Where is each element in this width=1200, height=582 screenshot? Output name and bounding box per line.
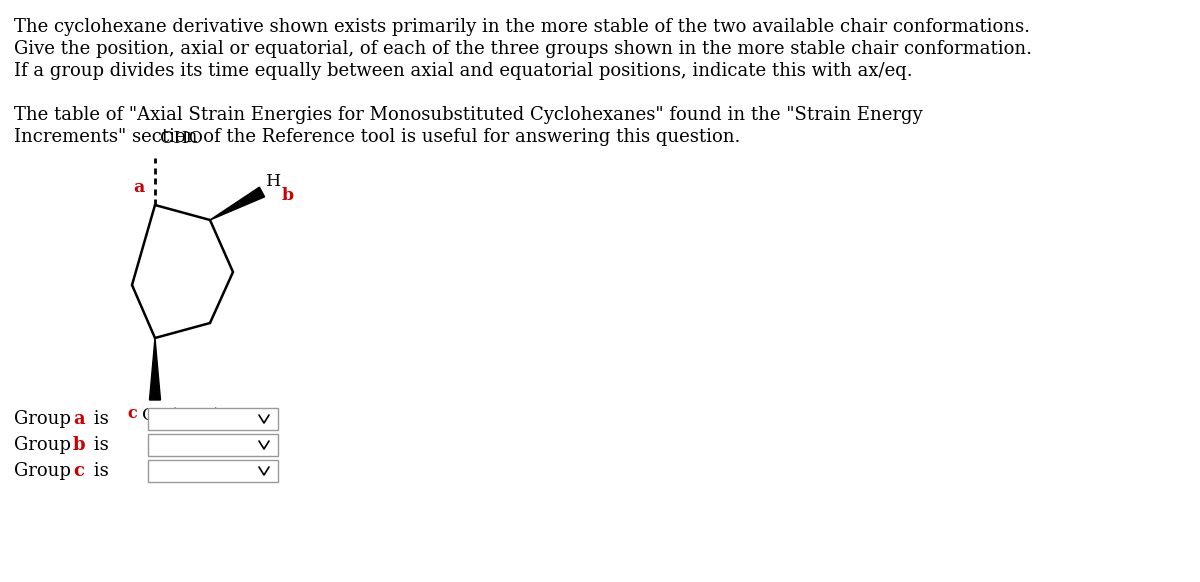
Text: c: c xyxy=(127,405,137,422)
Text: If a group divides its time equally between axial and equatorial positions, indi: If a group divides its time equally betw… xyxy=(14,62,913,80)
Text: CHO: CHO xyxy=(160,130,203,147)
Text: is: is xyxy=(88,436,109,454)
Text: The table of "Axial Strain Energies for Monosubstituted Cyclohexanes" found in t: The table of "Axial Strain Energies for … xyxy=(14,106,923,124)
Text: The cyclohexane derivative shown exists primarily in the more stable of the two : The cyclohexane derivative shown exists … xyxy=(14,18,1030,36)
Text: Group: Group xyxy=(14,462,77,480)
Bar xyxy=(148,434,278,456)
Text: Group: Group xyxy=(14,436,77,454)
Text: a: a xyxy=(73,410,85,428)
Text: b: b xyxy=(73,436,85,454)
Polygon shape xyxy=(150,338,161,400)
Bar xyxy=(148,408,278,430)
Text: c: c xyxy=(73,462,84,480)
Polygon shape xyxy=(210,187,265,220)
Text: is: is xyxy=(88,410,109,428)
Text: Give the position, axial or equatorial, of each of the three groups shown in the: Give the position, axial or equatorial, … xyxy=(14,40,1032,58)
Text: is: is xyxy=(88,462,109,480)
Text: a: a xyxy=(133,179,145,196)
Text: H: H xyxy=(266,173,281,190)
Text: b: b xyxy=(282,187,294,204)
Text: Group: Group xyxy=(14,410,77,428)
Text: CH(CH$_3$)$_2$: CH(CH$_3$)$_2$ xyxy=(142,405,228,425)
Text: Increments" section of the Reference tool is useful for answering this question.: Increments" section of the Reference too… xyxy=(14,128,740,146)
Bar xyxy=(148,460,278,482)
